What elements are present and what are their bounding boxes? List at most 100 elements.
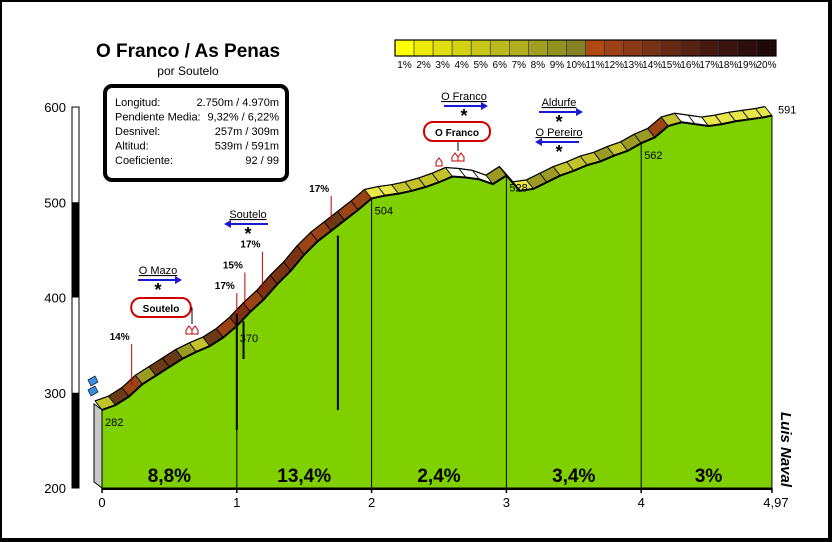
ramp-label: 17% [240, 240, 260, 251]
info-value: 2.750m / 4.970m [196, 97, 279, 109]
legend-swatch [699, 39, 720, 57]
legend-swatch [470, 39, 491, 57]
crossroad-o-pereiro: O Pereiro * [535, 127, 583, 162]
legend-swatch [585, 39, 605, 57]
legend-label: 10% [566, 60, 586, 71]
start-marker-icon [87, 385, 99, 397]
y-axis-band [72, 202, 79, 298]
segment-gradient-label: 3,4% [552, 466, 595, 487]
legend-swatch [718, 39, 739, 57]
x-tick-label: 0 [98, 495, 105, 510]
chart-title: O Franco / As Penas [96, 41, 280, 62]
crossroad-label: O Mazo [139, 265, 178, 277]
elevation-label: 562 [644, 150, 662, 162]
legend-label: 7% [512, 60, 527, 71]
info-value: 539m / 591m [215, 141, 279, 153]
legend-label: 11% [585, 60, 604, 71]
house-icon [457, 152, 465, 162]
village-o-franco: O Franco [423, 121, 491, 162]
segment-gradient-label: 13,4% [277, 466, 331, 487]
info-value: 92 / 99 [245, 155, 279, 167]
crossroad-label: Aldurfe [542, 97, 577, 109]
ramp-label: 15% [223, 261, 243, 272]
ramp-label: 17% [309, 184, 329, 195]
crossroad-label: O Pereiro [535, 127, 582, 139]
annotations: 14%17%15%17%17%O Mazo*Soutelo*O Franco*A… [87, 91, 583, 430]
y-tick-label: 600 [44, 100, 66, 115]
legend-label: 8% [531, 60, 546, 71]
village-soutelo: Soutelo [130, 297, 199, 335]
legend-label: 2% [416, 60, 431, 71]
info-value: 257m / 309m [215, 126, 279, 138]
legend-swatch [756, 39, 777, 57]
y-tick-label: 500 [44, 195, 66, 210]
direction-arrow-head [576, 108, 583, 116]
legend-label: 1% [397, 60, 412, 71]
asterisk-icon: * [154, 280, 161, 300]
profile-side-wall [93, 402, 103, 489]
legend-label: 13% [623, 60, 643, 71]
author-signature: Luis Naval [777, 412, 794, 488]
legend-swatch [737, 39, 758, 57]
house-icon [435, 157, 443, 167]
legend-label: 17% [699, 60, 719, 71]
legend-label: 5% [473, 60, 488, 71]
village-label: O Franco [435, 128, 479, 139]
x-tick-label: 1 [233, 495, 240, 510]
elevation-label: 591 [778, 105, 796, 117]
legend-border [394, 39, 777, 57]
direction-arrow-head [481, 102, 488, 110]
legend-label: 18% [718, 60, 738, 71]
segment-gradient-label: 8,8% [148, 466, 191, 487]
segment-gradient-label: 2,4% [417, 466, 460, 487]
house-icon [451, 152, 459, 162]
legend-label: 15% [661, 60, 681, 71]
info-label: Altitud: [115, 141, 149, 153]
legend-label: 19% [737, 60, 757, 71]
legend-label: 16% [680, 60, 700, 71]
legend-swatch [451, 39, 472, 57]
direction-arrow-head [224, 220, 231, 228]
info-label: Desnivel: [115, 126, 160, 138]
y-tick-label: 200 [44, 481, 66, 496]
asterisk-icon: * [555, 142, 562, 162]
info-label: Pendiente Media: [115, 112, 201, 124]
profile-top-edge [94, 105, 766, 402]
info-label: Coeficiente: [115, 155, 173, 167]
legend-swatch [547, 39, 567, 57]
legend-swatch [489, 39, 510, 57]
legend-swatch [432, 39, 453, 57]
crossroad-o-franco: O Franco * [441, 91, 488, 126]
info-label: Longitud: [115, 97, 160, 109]
village-box [423, 121, 491, 142]
info-box: Longitud: 2.750m / 4.970m Pendiente Media:… [103, 84, 289, 182]
legend-label: 20% [756, 60, 776, 71]
profile-line [101, 114, 773, 411]
elevation-label: 282 [105, 417, 123, 429]
legend-label: 9% [550, 60, 565, 71]
village-pointer [190, 307, 193, 324]
legend-label: 4% [454, 60, 469, 71]
x-tick-label: 3 [503, 495, 510, 510]
village-label: Soutelo [143, 304, 180, 315]
house-icon [191, 325, 199, 335]
legend-swatch [661, 39, 682, 57]
segment-gradient-label: 3% [695, 466, 723, 487]
legend-swatch [413, 39, 434, 57]
legend-label: 14% [642, 60, 662, 71]
ramp-label: 14% [110, 332, 130, 343]
elevation-label: 504 [375, 205, 393, 217]
crossroad-label: Soutelo [229, 209, 266, 221]
y-tick-label: 400 [44, 291, 66, 306]
y-tick-label: 300 [44, 386, 66, 401]
direction-arrow-head [535, 138, 542, 146]
crossroad-aldurfe: Aldurfe * [539, 97, 583, 132]
x-tick-label: 4 [638, 495, 645, 510]
x-tick-label: 2 [368, 495, 375, 510]
chart-subtitle: por Soutelo [157, 64, 219, 78]
asterisk-icon: * [555, 112, 562, 132]
house-icon [185, 325, 193, 335]
